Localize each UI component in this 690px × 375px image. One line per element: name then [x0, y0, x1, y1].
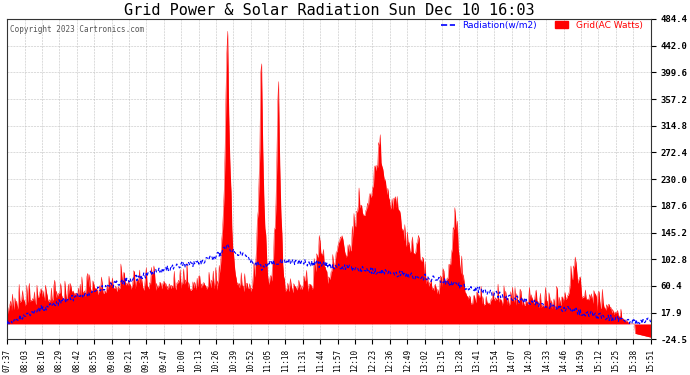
Legend: Radiation(w/m2), Grid(AC Watts): Radiation(w/m2), Grid(AC Watts) — [438, 17, 646, 33]
Text: Copyright 2023 Cartronics.com: Copyright 2023 Cartronics.com — [10, 26, 145, 34]
Title: Grid Power & Solar Radiation Sun Dec 10 16:03: Grid Power & Solar Radiation Sun Dec 10 … — [124, 3, 534, 18]
